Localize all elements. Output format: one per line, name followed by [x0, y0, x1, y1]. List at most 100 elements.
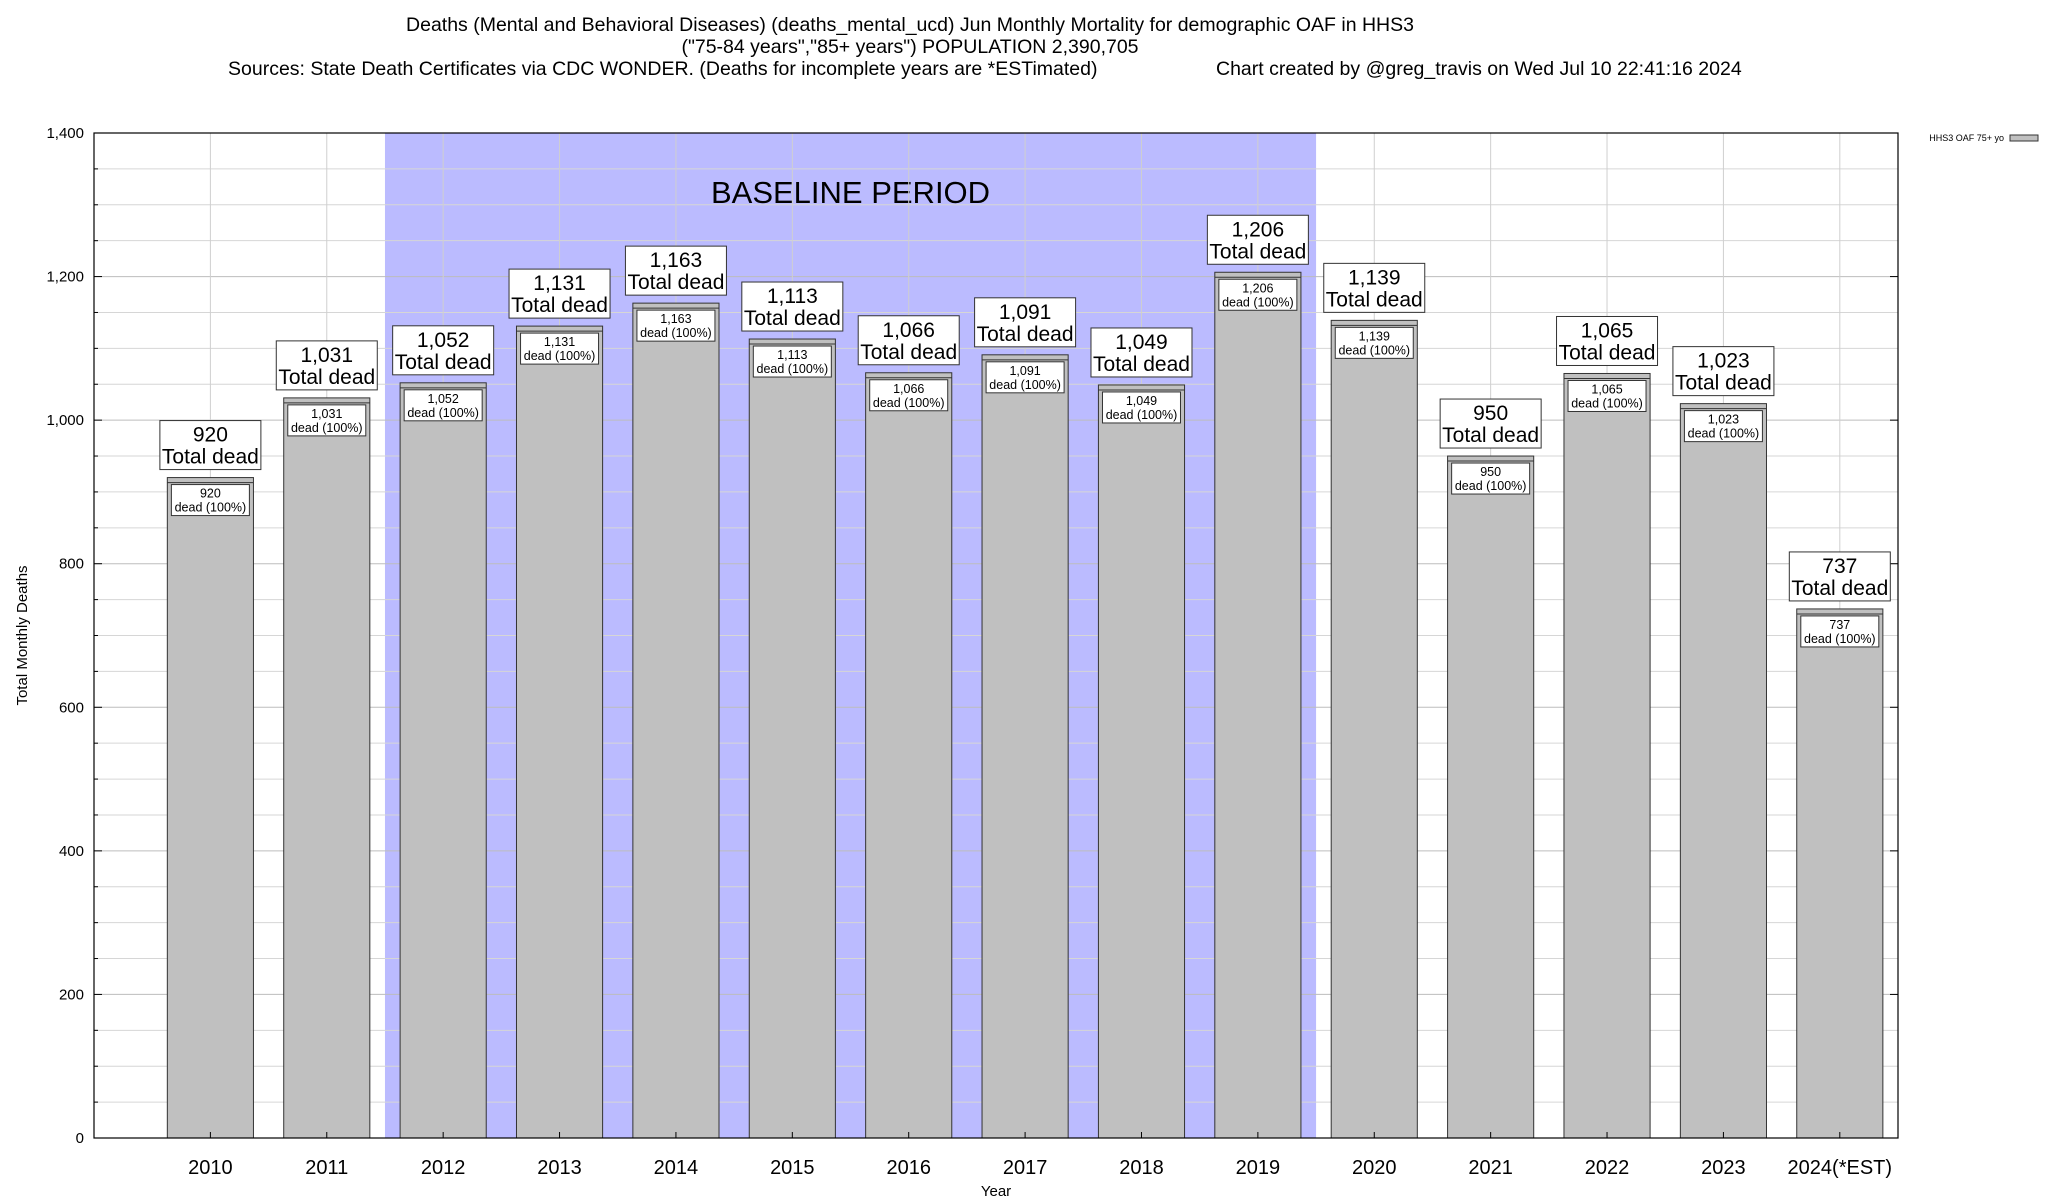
bar-total-label: Total dead [1559, 341, 1656, 364]
bar-value-label: 1,049 [1115, 331, 1168, 354]
bar-total-label-box [624, 245, 727, 296]
bar-inner-pct-label: dead (100%) [1222, 295, 1294, 309]
y-tick-label: 600 [59, 699, 84, 716]
bar-total-label-box [1672, 346, 1775, 397]
bar-total-label: Total dead [744, 307, 841, 330]
x-axis-label: Year [981, 1183, 1011, 1200]
y-tick-label: 1,000 [46, 412, 84, 429]
legend-swatch [2009, 134, 2039, 142]
bar [283, 397, 371, 1139]
bar-inner-value-label: 920 [200, 487, 221, 501]
bar-total-label: Total dead [395, 351, 492, 374]
bar-inner-label-box [1683, 410, 1763, 443]
x-tick-label: 2011 [305, 1157, 348, 1179]
chart-credit: Chart created by @greg_travis on Wed Jul… [1216, 58, 1742, 80]
bar-inner-value-label: 1,206 [1242, 281, 1273, 295]
bar-value-label: 1,065 [1581, 319, 1634, 342]
bar-inner-label-box [170, 484, 250, 517]
bar-total-label: Total dead [1791, 577, 1888, 600]
bar-inner-value-label: 1,131 [544, 335, 575, 349]
x-tick-label: 2020 [1352, 1157, 1397, 1179]
chart-title: Deaths (Mental and Behavioral Diseases) … [406, 14, 1414, 36]
bar-inner-pct-label: dead (100%) [1804, 632, 1876, 646]
bar-inner-label-box [1218, 278, 1298, 311]
bar-inner-pct-label: dead (100%) [1688, 427, 1760, 441]
bar-value-label: 920 [193, 424, 228, 447]
bar [399, 382, 487, 1139]
y-axis-label: Total Monthly Deaths [14, 565, 31, 705]
y-tick-label: 800 [59, 556, 84, 573]
bar-inner-label-box [869, 379, 949, 412]
x-tick-label: 2014 [654, 1157, 699, 1179]
y-tick-label: 0 [76, 1130, 84, 1147]
y-tick-label: 200 [59, 986, 84, 1003]
bar-inner-label-box [636, 309, 716, 342]
bar-total-label-box [974, 297, 1077, 348]
bar-inner-value-label: 1,163 [660, 312, 691, 326]
bar-inner-value-label: 1,023 [1708, 413, 1739, 427]
baseline-period-label: BASELINE PERIOD [711, 175, 990, 210]
bar-value-label: 1,023 [1697, 350, 1750, 373]
bar-total-label-box [392, 325, 495, 376]
bar-total-label: Total dead [1442, 424, 1539, 447]
bar-value-label: 1,031 [300, 344, 353, 367]
bar [1330, 319, 1418, 1139]
bar-inner-pct-label: dead (100%) [640, 326, 712, 340]
bar-value-label: 1,066 [882, 319, 935, 342]
bar [1563, 372, 1651, 1139]
bar [865, 372, 953, 1139]
bar-inner-pct-label: dead (100%) [291, 421, 363, 435]
bar-value-label: 1,091 [999, 301, 1052, 324]
bar [1796, 608, 1884, 1139]
bar-inner-value-label: 1,065 [1591, 382, 1622, 396]
bar-total-label-box [1788, 551, 1891, 602]
x-tick-label: 2013 [537, 1157, 582, 1179]
x-tick-label: 2021 [1468, 1157, 1513, 1179]
y-tick-label: 1,400 [46, 125, 84, 142]
bar-total-label: Total dead [977, 323, 1074, 346]
bar-total-label-box [741, 281, 844, 332]
bar-value-label: 950 [1473, 402, 1508, 425]
bar [166, 477, 254, 1139]
bar-inner-label-box [1800, 615, 1880, 648]
bar-total-label-box [857, 315, 960, 366]
bar-value-label: 1,113 [767, 285, 818, 308]
bar-inner-label-box [520, 332, 600, 365]
bar-inner-label-box [1567, 379, 1647, 412]
bar-inner-pct-label: dead (100%) [524, 349, 596, 363]
bar-total-label: Total dead [1209, 240, 1306, 263]
chart-sources: Sources: State Death Certificates via CD… [228, 58, 1098, 80]
plot-frame [93, 132, 1899, 1139]
x-tick-label: 2012 [421, 1157, 466, 1179]
bar-inner-value-label: 1,066 [893, 382, 924, 396]
bar-total-label-box [1323, 262, 1426, 313]
bar-total-label: Total dead [1675, 372, 1772, 395]
x-tick-label: 2024(*EST) [1788, 1157, 1893, 1179]
bar-inner-label-box [403, 389, 483, 422]
bar [515, 325, 604, 1139]
bar-inner-label-box [752, 345, 832, 378]
bar-inner-label-box [1101, 391, 1181, 424]
bar [1679, 403, 1767, 1139]
legend-series-label: HHS3 OAF 75+ yo [1929, 133, 2004, 143]
bar-value-label: 1,139 [1348, 266, 1401, 289]
bar-inner-pct-label: dead (100%) [407, 406, 479, 420]
sources-line: Sources: State Death Certificates via CD… [0, 58, 1820, 80]
bar-inner-pct-label: dead (100%) [1338, 343, 1410, 357]
bar [981, 354, 1069, 1139]
bar-total-label-box [159, 420, 262, 471]
bar-inner-pct-label: dead (100%) [175, 501, 247, 515]
x-tick-label: 2017 [1003, 1157, 1048, 1179]
bar-inner-label-box [287, 404, 367, 437]
bar-total-label: Total dead [162, 446, 259, 469]
bar-inner-value-label: 950 [1480, 465, 1501, 479]
bar-inner-pct-label: dead (100%) [873, 396, 945, 410]
bar-total-label-box [1090, 327, 1193, 378]
bar-inner-value-label: 1,113 [777, 348, 807, 362]
bar-value-label: 1,206 [1232, 218, 1285, 241]
bar-total-label: Total dead [627, 271, 724, 294]
y-tick-label: 400 [59, 843, 84, 860]
bar-inner-value-label: 1,091 [1009, 364, 1040, 378]
bar [748, 338, 836, 1139]
bar-inner-pct-label: dead (100%) [989, 378, 1061, 392]
